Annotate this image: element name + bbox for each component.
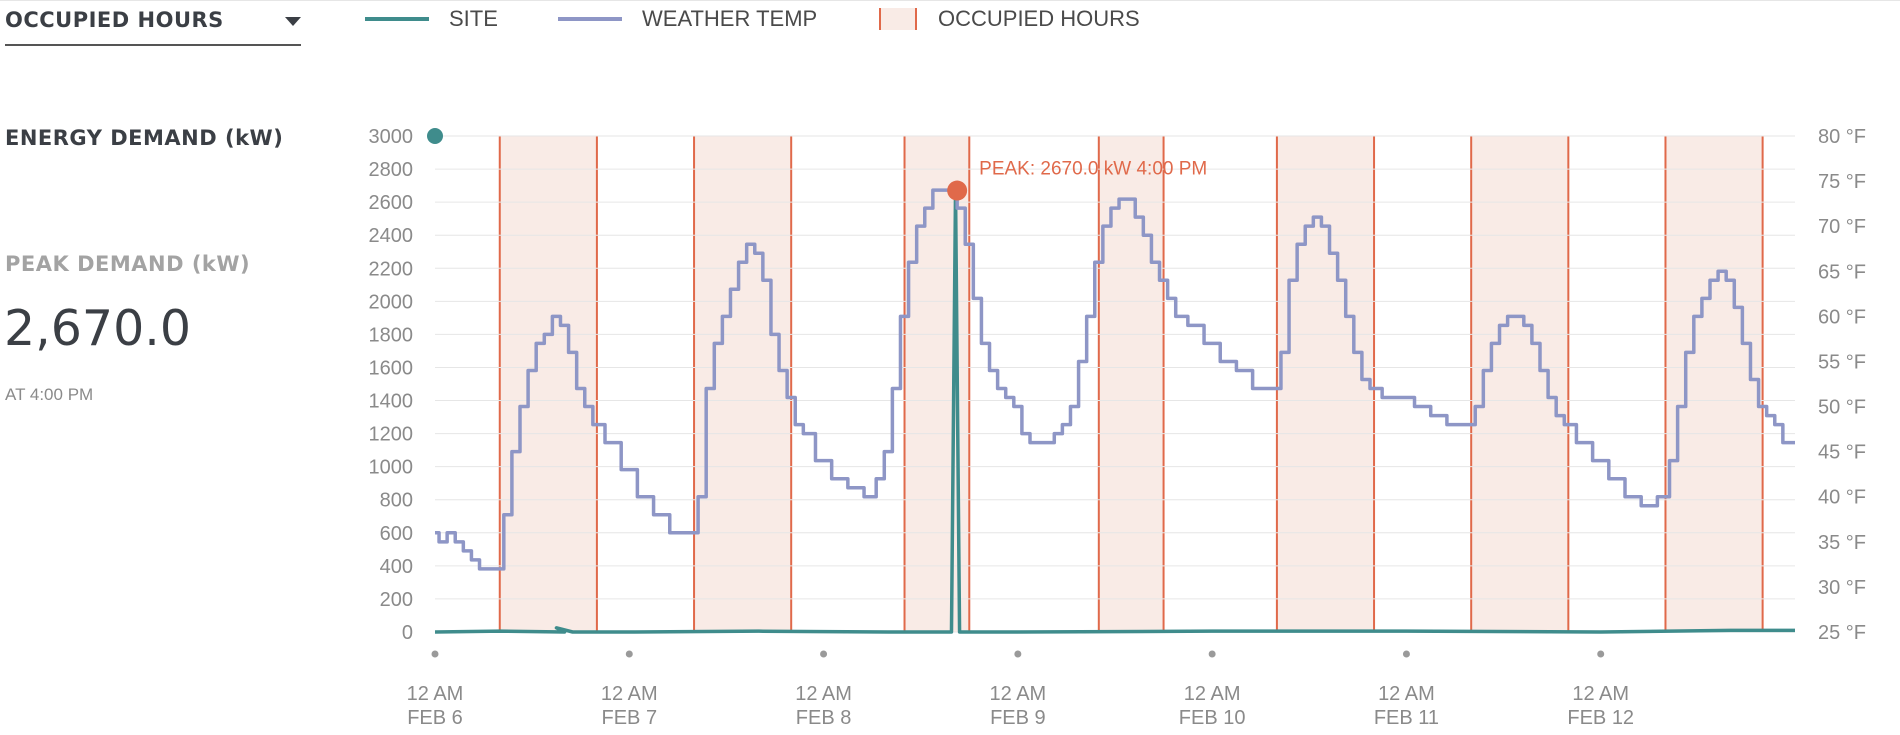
site-start-marker [427, 128, 443, 144]
y-left-tick-label: 400 [380, 556, 413, 578]
peak-demand-label: PEAK DEMAND (kW) [5, 252, 251, 276]
x-tick-dot [820, 650, 828, 658]
x-tick-dot [1597, 650, 1605, 658]
y-right-tick-label: 35 °F [1818, 532, 1866, 554]
x-tick-label: 12 AM [601, 683, 658, 705]
x-tick-date-label: FEB 9 [990, 707, 1046, 729]
x-tick-dot [1208, 650, 1216, 658]
y-left-tick-label: 800 [380, 490, 413, 512]
x-tick-date-label: FEB 7 [601, 707, 657, 729]
x-tick-dot [1014, 650, 1022, 658]
x-tick-date-label: FEB 11 [1374, 707, 1439, 729]
y-left-tick-label: 2200 [369, 258, 414, 280]
x-tick-dot [625, 650, 633, 658]
y-left-tick-label: 200 [380, 589, 413, 611]
occupied-legend-swatch [879, 8, 917, 30]
peak-label: PEAK: 2670.0 kW 4:00 PM [979, 159, 1207, 180]
y-right-tick-label: 55 °F [1818, 351, 1866, 373]
y-left-tick-label: 2000 [369, 291, 414, 313]
series-layer [434, 188, 1795, 634]
x-tick-date-label: FEB 10 [1179, 707, 1246, 729]
legend-occupied[interactable]: OCCUPIED HOURS [878, 4, 1140, 34]
legend-site-label: SITE [449, 6, 498, 31]
y-right-tick-label: 80 °F [1818, 126, 1866, 148]
metric-dropdown-value: OCCUPIED HOURS [5, 8, 224, 32]
occupied-band-5 [1471, 136, 1569, 632]
y-right-tick-label: 65 °F [1818, 261, 1866, 283]
occupied-band-0 [499, 136, 597, 632]
y-right-tick-label: 75 °F [1818, 171, 1866, 193]
x-tick-date-label: FEB 8 [796, 707, 852, 729]
y-left-tick-label: 2400 [369, 225, 414, 247]
x-tick-label: 12 AM [795, 683, 852, 705]
peak-demand-time: AT 4:00 PM [5, 385, 94, 404]
site-legend-swatch [365, 17, 429, 21]
occupied-band-6 [1665, 136, 1763, 632]
occupied-band-4 [1276, 136, 1375, 632]
y-left-tick-label: 1800 [369, 324, 414, 346]
weather-temp-line [435, 188, 1795, 571]
markers-layer: PEAK: 2670.0 kW 4:00 PM [427, 128, 1207, 201]
metric-dropdown[interactable]: OCCUPIED HOURS [5, 2, 301, 46]
occupied-band-1 [694, 136, 792, 632]
x-tick-label: 12 AM [1378, 683, 1435, 705]
occupied-band-3 [1098, 136, 1164, 632]
y-left-tick-label: 2800 [369, 159, 414, 181]
legend-site[interactable]: SITE [365, 4, 498, 34]
y-axis-left: 3000280026002400220020001800160014001200… [369, 126, 414, 644]
y-right-tick-label: 40 °F [1818, 487, 1866, 509]
y-right-tick-label: 50 °F [1818, 397, 1866, 419]
legend-weather[interactable]: WEATHER TEMP [558, 4, 817, 34]
top-divider [0, 0, 1900, 1]
y-left-tick-label: 1600 [369, 357, 414, 379]
legend-occupied-label: OCCUPIED HOURS [938, 6, 1140, 31]
peak-demand-value: 2,670.0 [4, 300, 192, 357]
x-tick-date-label: FEB 12 [1567, 707, 1634, 729]
weather-legend-swatch [558, 17, 622, 21]
y-left-tick-label: 1000 [369, 457, 414, 479]
x-tick-dot [431, 650, 439, 658]
y-right-tick-label: 70 °F [1818, 216, 1866, 238]
x-tick-label: 12 AM [990, 683, 1047, 705]
energy-demand-title: ENERGY DEMAND (kW) [5, 126, 284, 150]
y-right-tick-label: 45 °F [1818, 442, 1866, 464]
y-right-tick-label: 60 °F [1818, 306, 1866, 328]
y-left-tick-label: 3000 [369, 126, 414, 148]
y-left-tick-label: 0 [402, 622, 413, 644]
chevron-down-icon [285, 17, 301, 26]
x-tick-dot [1402, 650, 1410, 658]
y-right-tick-label: 30 °F [1818, 577, 1866, 599]
y-left-tick-label: 2600 [369, 192, 414, 214]
occupied-hours-bands [498, 136, 1764, 632]
y-right-tick-label: 25 °F [1818, 622, 1866, 644]
y-left-tick-label: 600 [380, 523, 413, 545]
x-tick-date-label: FEB 6 [407, 707, 463, 729]
y-left-tick-label: 1200 [369, 424, 414, 446]
y-left-tick-label: 1400 [369, 391, 414, 413]
x-tick-label: 12 AM [1572, 683, 1629, 705]
x-tick-label: 12 AM [1184, 683, 1241, 705]
site-demand-line [434, 188, 1795, 634]
legend-weather-label: WEATHER TEMP [642, 6, 818, 31]
y-axis-right: 80 °F 75 °F 70 °F 65 °F 60 °F 55 °F 50 °F 45 °F… [1818, 126, 1866, 644]
peak-marker [947, 180, 968, 201]
x-tick-label: 12 AM [407, 683, 464, 705]
